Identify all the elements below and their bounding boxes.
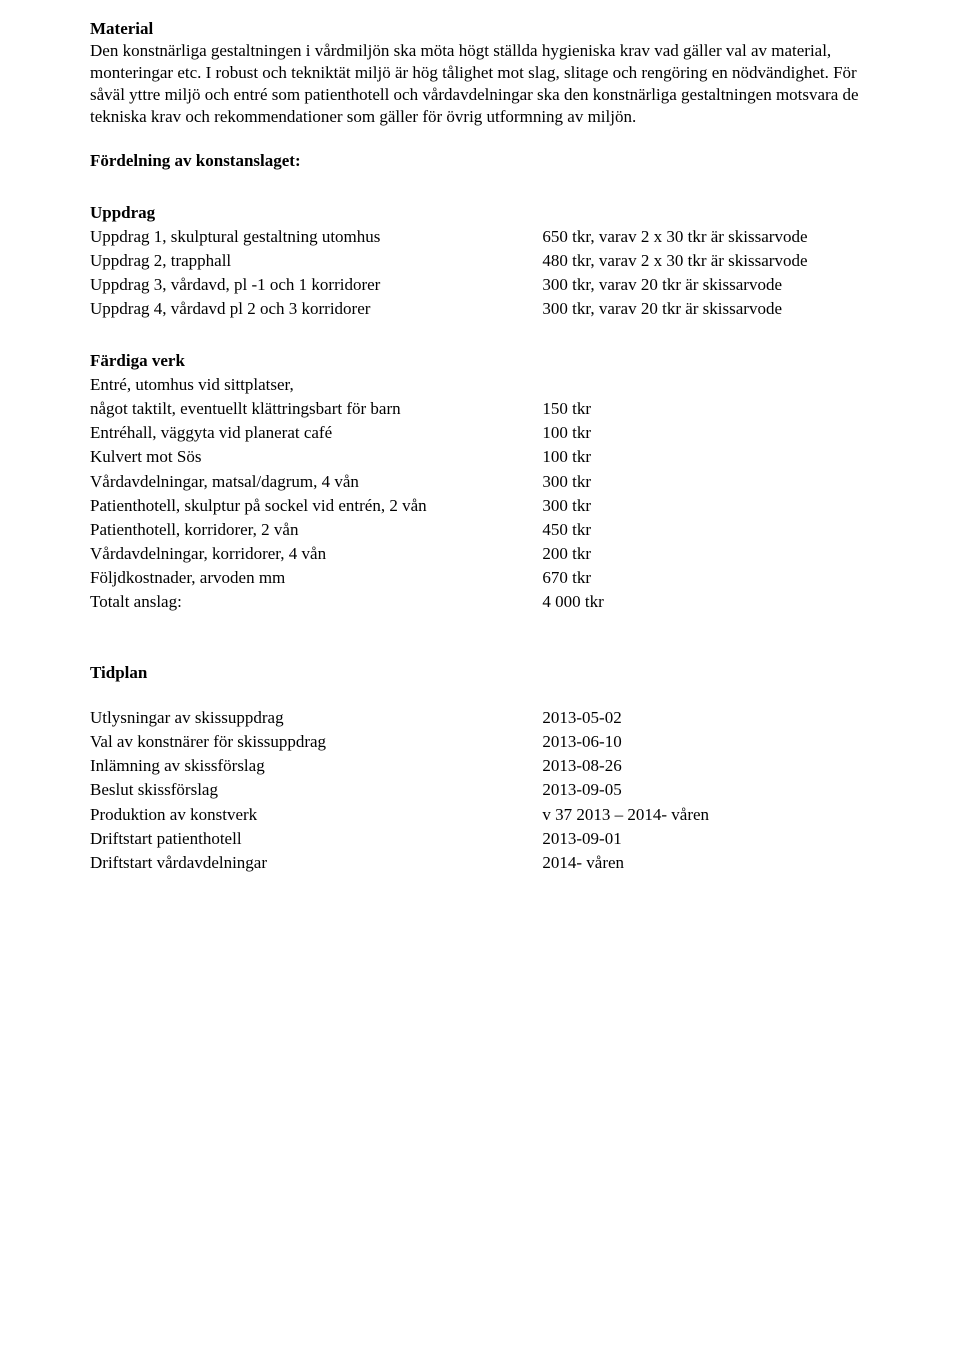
table-row: Produktion av konstverk v 37 2013 – 2014… <box>90 803 870 827</box>
fardiga-label: Vårdavdelningar, korridorer, 4 vån <box>90 542 542 566</box>
uppdrag-table: Uppdrag Uppdrag 1, skulptural gestaltnin… <box>90 201 870 321</box>
tidplan-value: 2013-06-10 <box>542 730 870 754</box>
table-row: Patienthotell, skulptur på sockel vid en… <box>90 494 870 518</box>
uppdrag-label: Uppdrag 1, skulptural gestaltning utomhu… <box>90 225 542 249</box>
table-row: Vårdavdelningar, matsal/dagrum, 4 vån 30… <box>90 470 870 494</box>
table-row: Uppdrag 4, vårdavd pl 2 och 3 korridorer… <box>90 297 870 321</box>
table-row: Patienthotell, korridorer, 2 vån 450 tkr <box>90 518 870 542</box>
fardiga-value: 100 tkr <box>542 445 870 469</box>
fardiga-label: något taktilt, eventuellt klättringsbart… <box>90 397 542 421</box>
table-row: Uppdrag 3, vårdavd, pl -1 och 1 korridor… <box>90 273 870 297</box>
fardiga-value: 200 tkr <box>542 542 870 566</box>
tidplan-value: v 37 2013 – 2014- våren <box>542 803 870 827</box>
fardiga-table: Färdiga verk Entré, utomhus vid sittplat… <box>90 349 870 614</box>
uppdrag-label: Uppdrag 3, vårdavd, pl -1 och 1 korridor… <box>90 273 542 297</box>
table-row: Inlämning av skissförslag 2013-08-26 <box>90 754 870 778</box>
empty-cell <box>542 201 870 225</box>
table-row: Vårdavdelningar, korridorer, 4 vån 200 t… <box>90 542 870 566</box>
uppdrag-value: 300 tkr, varav 20 tkr är skissarvode <box>542 273 870 297</box>
table-row: Entré, utomhus vid sittplatser, <box>90 373 870 397</box>
tidplan-table: Utlysningar av skissuppdrag 2013-05-02 V… <box>90 706 870 875</box>
tidplan-label: Utlysningar av skissuppdrag <box>90 706 542 730</box>
fardiga-label: Entréhall, väggyta vid planerat café <box>90 421 542 445</box>
fardiga-value: 150 tkr <box>542 397 870 421</box>
table-row: Uppdrag <box>90 201 870 225</box>
fardiga-label: Kulvert mot Sös <box>90 445 542 469</box>
fardiga-value: 670 tkr <box>542 566 870 590</box>
uppdrag-heading: Uppdrag <box>90 201 542 225</box>
table-row: Utlysningar av skissuppdrag 2013-05-02 <box>90 706 870 730</box>
tidplan-value: 2013-09-05 <box>542 778 870 802</box>
fardiga-value: 100 tkr <box>542 421 870 445</box>
table-row: Totalt anslag: 4 000 tkr <box>90 590 870 614</box>
fardiga-label: Patienthotell, korridorer, 2 vån <box>90 518 542 542</box>
fardiga-label: Följdkostnader, arvoden mm <box>90 566 542 590</box>
table-row: Följdkostnader, arvoden mm 670 tkr <box>90 566 870 590</box>
fardiga-value: 300 tkr <box>542 494 870 518</box>
table-row: något taktilt, eventuellt klättringsbart… <box>90 397 870 421</box>
uppdrag-value: 300 tkr, varav 20 tkr är skissarvode <box>542 297 870 321</box>
tidplan-label: Inlämning av skissförslag <box>90 754 542 778</box>
tidplan-value: 2013-05-02 <box>542 706 870 730</box>
fardiga-value: 300 tkr <box>542 470 870 494</box>
total-value: 4 000 tkr <box>542 590 870 614</box>
table-row: Entréhall, väggyta vid planerat café 100… <box>90 421 870 445</box>
table-row: Val av konstnärer för skissuppdrag 2013-… <box>90 730 870 754</box>
fardiga-label: Patienthotell, skulptur på sockel vid en… <box>90 494 542 518</box>
uppdrag-label: Uppdrag 2, trapphall <box>90 249 542 273</box>
total-label: Totalt anslag: <box>90 590 542 614</box>
material-heading: Material <box>90 18 870 40</box>
table-row: Driftstart vårdavdelningar 2014- våren <box>90 851 870 875</box>
fordelning-heading: Fördelning av konstanslaget: <box>90 150 870 172</box>
tidplan-heading: Tidplan <box>90 662 870 684</box>
material-body: Den konstnärliga gestaltningen i vårdmil… <box>90 40 870 128</box>
uppdrag-value: 650 tkr, varav 2 x 30 tkr är skissarvode <box>542 225 870 249</box>
uppdrag-label: Uppdrag 4, vårdavd pl 2 och 3 korridorer <box>90 297 542 321</box>
table-row: Beslut skissförslag 2013-09-05 <box>90 778 870 802</box>
tidplan-value: 2014- våren <box>542 851 870 875</box>
uppdrag-value: 480 tkr, varav 2 x 30 tkr är skissarvode <box>542 249 870 273</box>
tidplan-label: Driftstart vårdavdelningar <box>90 851 542 875</box>
tidplan-label: Driftstart patienthotell <box>90 827 542 851</box>
tidplan-label: Beslut skissförslag <box>90 778 542 802</box>
table-row: Uppdrag 1, skulptural gestaltning utomhu… <box>90 225 870 249</box>
tidplan-label: Val av konstnärer för skissuppdrag <box>90 730 542 754</box>
table-row: Uppdrag 2, trapphall 480 tkr, varav 2 x … <box>90 249 870 273</box>
tidplan-label: Produktion av konstverk <box>90 803 542 827</box>
fardiga-value: 450 tkr <box>542 518 870 542</box>
fardiga-lead-line: Entré, utomhus vid sittplatser, <box>90 373 542 397</box>
table-row: Färdiga verk <box>90 349 870 373</box>
table-row: Kulvert mot Sös 100 tkr <box>90 445 870 469</box>
empty-cell <box>542 349 870 373</box>
tidplan-value: 2013-09-01 <box>542 827 870 851</box>
table-row: Driftstart patienthotell 2013-09-01 <box>90 827 870 851</box>
empty-cell <box>542 373 870 397</box>
document-page: Material Den konstnärliga gestaltningen … <box>0 0 960 1367</box>
tidplan-value: 2013-08-26 <box>542 754 870 778</box>
fardiga-label: Vårdavdelningar, matsal/dagrum, 4 vån <box>90 470 542 494</box>
fardiga-heading: Färdiga verk <box>90 349 542 373</box>
